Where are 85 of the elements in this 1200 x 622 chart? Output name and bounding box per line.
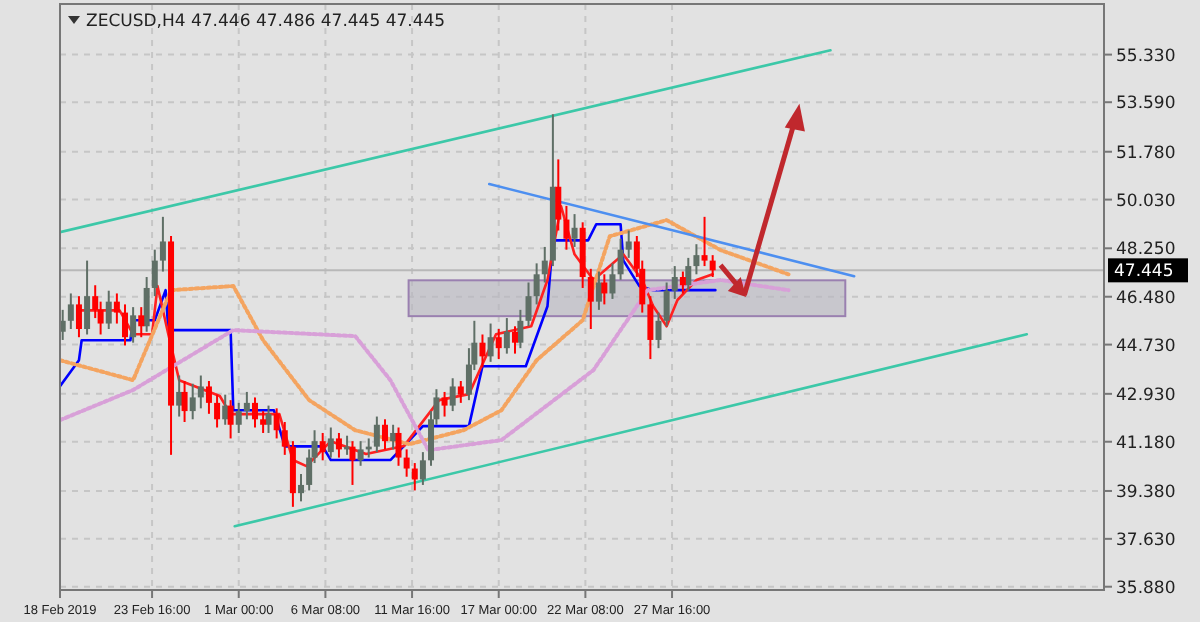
candlestick [298, 473, 305, 503]
y-tick-label: 41.180 [1116, 433, 1176, 454]
candlestick [181, 379, 188, 424]
candlestick [197, 374, 204, 410]
y-tick-label: 37.630 [1116, 530, 1176, 551]
candlestick [227, 399, 234, 440]
candlestick [159, 215, 166, 273]
candlestick [273, 407, 280, 440]
y-tick-label: 46.480 [1116, 288, 1176, 309]
candlestick [411, 462, 418, 492]
candlestick [105, 289, 112, 331]
y-tick-label: 42.930 [1116, 385, 1176, 406]
candlestick [511, 325, 518, 355]
ref-line-label: 47.445 [1114, 262, 1174, 283]
candlestick [327, 426, 334, 459]
candlestick [403, 448, 410, 478]
y-tick-label: 48.250 [1116, 240, 1176, 261]
candlestick [693, 243, 700, 276]
candlestick [709, 254, 716, 279]
y-tick-label: 51.780 [1116, 143, 1176, 164]
y-tick-label: 39.380 [1116, 482, 1176, 503]
candlestick [349, 440, 356, 486]
candlestick [571, 213, 578, 248]
candlestick [130, 306, 137, 344]
candlestick [647, 295, 654, 361]
y-tick-label: 53.590 [1116, 94, 1176, 115]
candlestick [457, 379, 464, 404]
candlestick [655, 311, 662, 350]
candlestick [143, 276, 150, 333]
candlestick [395, 426, 402, 467]
candlestick [503, 317, 510, 355]
candlestick [67, 292, 74, 331]
candlestick [214, 393, 221, 429]
candlestick [243, 390, 250, 421]
candlestick [281, 421, 288, 456]
candlestick [587, 267, 594, 331]
candlestick [222, 393, 229, 426]
candlestick [663, 281, 670, 328]
candlestick [563, 204, 570, 251]
candlestick [122, 303, 128, 347]
y-tick-label: 50.030 [1116, 191, 1176, 212]
y-tick-label: 35.880 [1116, 578, 1176, 599]
candlestick [495, 328, 502, 361]
candlestick [235, 401, 242, 434]
candlestick [609, 262, 616, 300]
line-series [60, 218, 791, 447]
candlestick [390, 423, 397, 451]
candlestick [151, 248, 158, 298]
candlestick [441, 390, 448, 418]
candlestick [205, 379, 212, 415]
candlestick [541, 245, 548, 284]
candlestick [357, 440, 364, 467]
candlestick [555, 158, 562, 232]
candlestick [381, 418, 388, 451]
text: ZECUSD,H4 47.446 47.486 47.445 47.445 [86, 12, 446, 32]
candlestick [525, 281, 532, 328]
y-tick-label: 55.330 [1116, 46, 1176, 67]
candlestick [251, 396, 258, 429]
candlestick [319, 431, 326, 462]
candlestick [679, 270, 686, 295]
candlestick [138, 306, 145, 339]
candlestick [260, 410, 267, 434]
candlestick [189, 382, 196, 421]
candlestick [449, 377, 456, 413]
candlestick [685, 256, 692, 292]
candlestick [533, 262, 540, 306]
candlestick [487, 322, 494, 363]
candlestick [617, 237, 624, 281]
candlestick [289, 440, 296, 508]
candlestick [625, 229, 632, 259]
candlestick [601, 273, 608, 306]
candlestick [595, 270, 602, 311]
candlestick [265, 404, 272, 434]
candlestick [419, 451, 426, 486]
candlestick [176, 374, 183, 418]
candlestick [671, 265, 678, 300]
candlestick [75, 295, 82, 339]
candlestick [701, 215, 708, 268]
candlestick [517, 308, 524, 350]
candlestick [84, 259, 91, 336]
y-tick-label: 44.730 [1116, 336, 1176, 357]
candlestick [479, 333, 486, 369]
candlestick [373, 415, 380, 454]
candlestick [335, 431, 342, 459]
candlestick [113, 292, 120, 325]
